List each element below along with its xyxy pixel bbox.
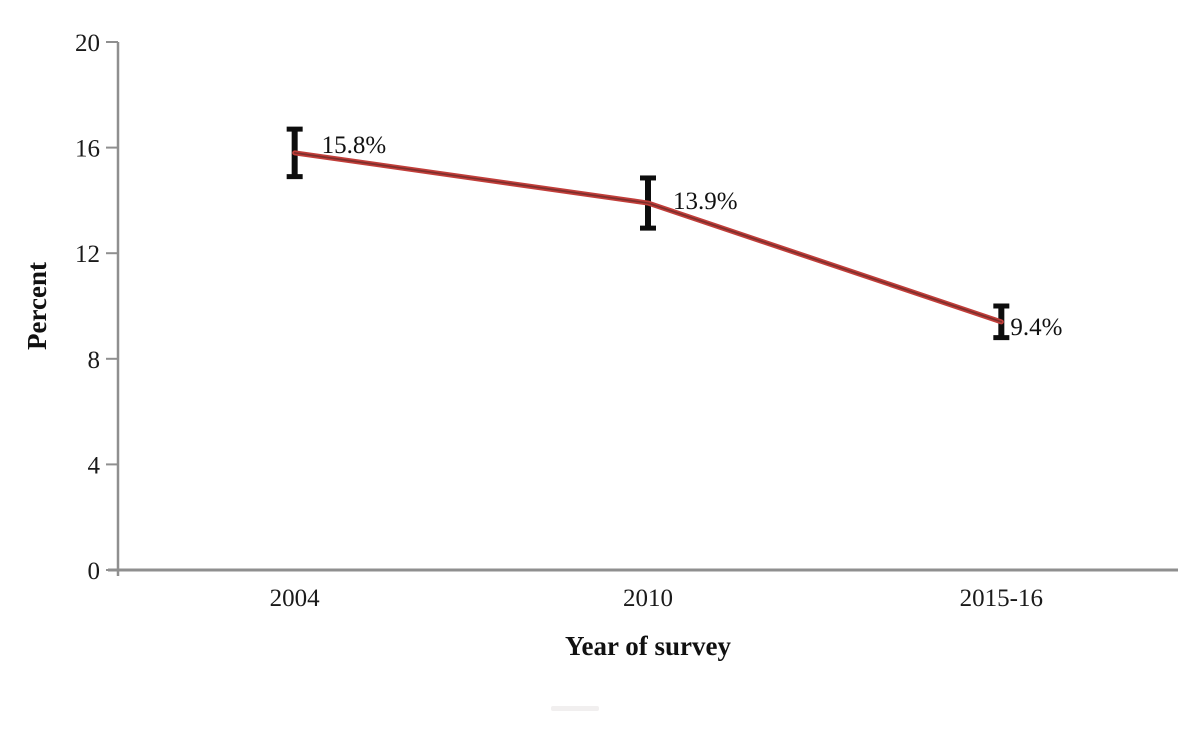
x-tick-label: 2015-16 bbox=[960, 585, 1043, 612]
series-line-core bbox=[293, 152, 1003, 323]
y-axis-title: Percent bbox=[22, 262, 52, 350]
data-label: 9.4% bbox=[1010, 314, 1062, 341]
data-label: 13.9% bbox=[673, 188, 738, 215]
y-tick-label: 16 bbox=[75, 136, 100, 163]
x-tick-label: 2004 bbox=[270, 585, 321, 612]
y-tick-label: 12 bbox=[75, 241, 100, 268]
x-tick-label: 2010 bbox=[623, 585, 673, 612]
faint-smudge bbox=[551, 706, 599, 711]
y-tick-label: 20 bbox=[75, 30, 100, 57]
x-axis-title: Year of survey bbox=[565, 631, 731, 661]
data-label: 15.8% bbox=[322, 132, 387, 159]
y-tick-label: 4 bbox=[88, 452, 101, 479]
y-tick-label: 8 bbox=[88, 347, 101, 374]
y-tick-label: 0 bbox=[88, 558, 101, 585]
